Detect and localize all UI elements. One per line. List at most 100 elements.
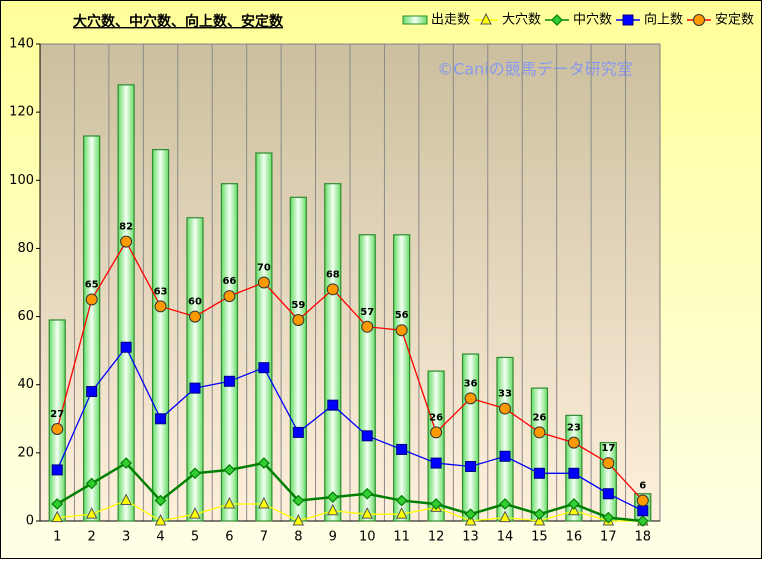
marker [499,450,511,462]
data-label: 6 [639,481,646,492]
data-label: 63 [154,286,168,297]
bar [48,319,66,522]
x-tick-label: 3 [122,530,130,545]
x-tick-label: 12 [428,530,445,545]
legend-label: 向上数 [644,12,683,28]
marker [602,511,615,524]
marker [395,507,408,519]
marker [465,460,477,472]
x-tick-label: 6 [225,530,233,545]
x-tick-label: 14 [497,530,514,545]
marker [292,513,305,526]
marker [464,508,477,521]
x-tick-label: 5 [191,530,199,545]
data-label: 26 [429,412,443,423]
marker [189,310,201,323]
marker [258,457,270,469]
data-label: 59 [291,300,305,311]
marker [51,498,64,510]
x-tick-label: 7 [260,530,268,545]
marker [636,494,649,507]
legend-marker [480,12,492,25]
marker [120,341,132,353]
data-label: 17 [601,443,615,454]
legend-marker [622,14,634,26]
marker [499,510,511,523]
bar [427,370,445,522]
marker [223,496,236,509]
data-label: 82 [119,222,133,233]
marker [85,293,98,306]
bar [220,183,239,522]
marker [361,430,373,442]
marker [223,375,235,387]
x-tick-label: 15 [531,530,548,545]
legend-marker [693,14,705,26]
bar [530,387,549,522]
y-tick-label: 140 [9,37,34,52]
bar [255,152,273,522]
marker [85,507,98,519]
marker [361,487,374,500]
y-tick-label: 20 [17,445,34,460]
bar [289,196,307,522]
marker [499,498,511,510]
marker [154,513,167,526]
x-tick-label: 10 [359,530,376,545]
x-tick-label: 17 [600,530,617,545]
marker [499,402,511,415]
y-tick-label: 80 [17,241,34,256]
data-label: 56 [395,310,409,321]
legend-label: 中穴数 [573,13,612,28]
marker [189,507,201,519]
marker [568,467,580,479]
marker [51,510,64,523]
marker [258,496,270,509]
marker [120,235,133,248]
marker [257,276,270,289]
data-label: 26 [532,412,546,423]
marker [567,436,580,449]
x-tick-label: 9 [329,530,337,545]
marker [395,494,408,507]
data-label: 60 [188,297,202,308]
marker [51,464,63,476]
bar [151,149,170,522]
marker [636,515,649,527]
marker [292,426,304,438]
marker [86,386,98,398]
legend-label: 大穴数 [502,13,541,28]
marker [189,382,201,394]
data-label: 65 [85,280,99,291]
marker [637,505,649,517]
x-tick-label: 18 [635,530,652,545]
data-label: 23 [567,423,581,434]
bar [599,442,617,522]
data-label: 57 [360,307,374,318]
marker [430,426,443,439]
marker [533,467,545,479]
y-tick-label: 100 [9,173,34,188]
bar [117,84,135,522]
marker [120,457,132,469]
marker [602,457,615,470]
marker [361,320,374,333]
bar [358,234,376,522]
data-label: 33 [498,389,512,400]
y-tick-label: 0 [26,514,34,529]
x-tick-label: 13 [462,530,479,545]
y-tick-label: 120 [9,105,34,120]
marker [292,313,305,326]
marker [430,498,442,510]
marker [154,300,167,313]
x-tick-label: 8 [294,530,302,545]
x-tick-label: 1 [53,530,61,545]
marker [602,488,614,500]
marker [223,464,236,476]
data-label: 27 [50,409,64,420]
data-label: 36 [464,378,478,389]
marker [396,443,408,455]
y-tick-label: 40 [17,377,34,392]
marker [361,507,374,519]
